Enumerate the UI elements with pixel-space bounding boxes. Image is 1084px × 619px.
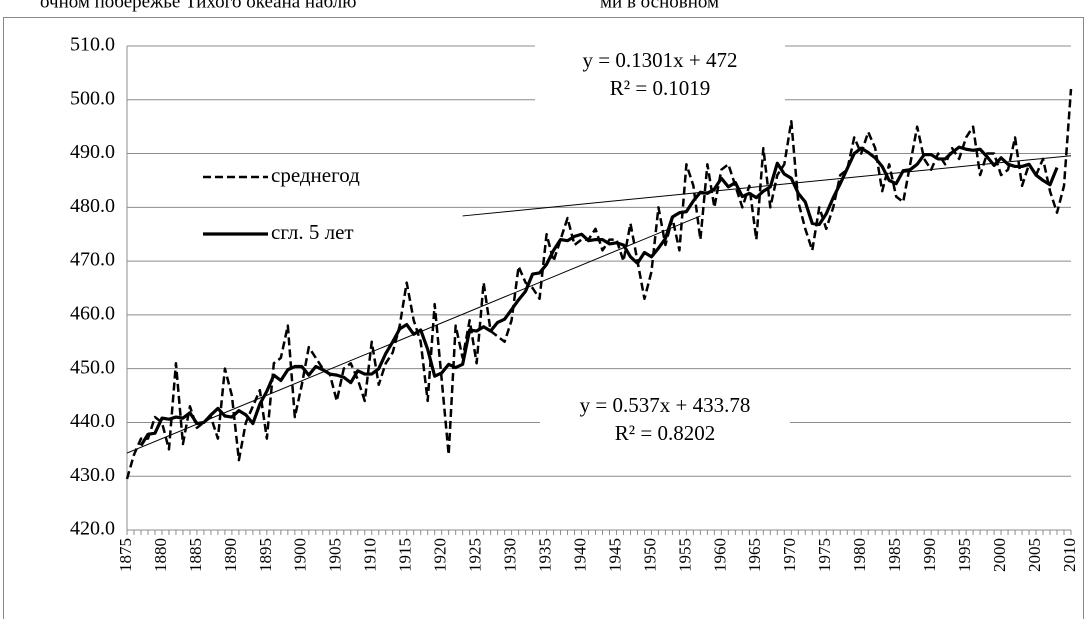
x-tick-label: 1950: [640, 538, 659, 572]
equation-box: [535, 44, 785, 106]
x-tick-label: 1875: [116, 538, 135, 572]
x-tick-label: 2005: [1025, 538, 1044, 572]
y-tick-label: 510.0: [70, 34, 115, 56]
series-line: [139, 145, 1059, 447]
x-tick-label: 1945: [605, 538, 624, 572]
x-tick-label: 1910: [361, 538, 380, 572]
y-tick-label: 470.0: [70, 249, 115, 271]
y-tick-label: 500.0: [70, 87, 115, 109]
page-fragment: ми в основном: [600, 0, 719, 12]
y-tick-label: 480.0: [70, 195, 115, 217]
page-fragment: очном побережье Тихого океана наблю: [40, 0, 356, 12]
y-tick-label: 460.0: [70, 302, 115, 324]
equation-box: [540, 389, 790, 451]
legend-label: среднегод: [271, 163, 360, 187]
x-tick-label: 1955: [675, 538, 694, 572]
x-tick-label: 1960: [710, 538, 729, 572]
trend-equation: y = 0.537x + 433.78: [580, 393, 751, 417]
x-tick-label: 1975: [815, 538, 834, 572]
x-tick-label: 1935: [535, 538, 554, 572]
legend-label: сгл. 5 лет: [271, 220, 354, 244]
trend-equation: y = 0.1301x + 472: [583, 48, 738, 72]
x-tick-label: 1940: [570, 538, 589, 572]
x-tick-label: 1965: [745, 538, 764, 572]
trendline: [462, 155, 1072, 217]
x-tick-label: 1880: [151, 538, 170, 572]
x-tick-label: 1890: [221, 538, 240, 572]
x-tick-label: 1885: [186, 538, 205, 572]
x-tick-label: 1915: [396, 538, 415, 572]
trend-r2: R² = 0.1019: [610, 76, 710, 100]
y-tick-label: 490.0: [70, 141, 115, 163]
x-tick-label: 2010: [1060, 538, 1079, 572]
x-tick-label: 1920: [431, 538, 450, 572]
x-tick-label: 1985: [885, 538, 904, 572]
x-tick-label: 1970: [780, 538, 799, 572]
x-tick-label: 1930: [500, 538, 519, 572]
y-tick-label: 430.0: [70, 464, 115, 486]
x-tick-label: 1895: [256, 538, 275, 572]
x-tick-label: 1900: [291, 538, 310, 572]
trend-r2: R² = 0.8202: [615, 421, 715, 445]
x-tick-label: 1995: [955, 538, 974, 572]
x-tick-label: 1990: [920, 538, 939, 572]
x-tick-label: 1905: [326, 538, 345, 572]
y-tick-label: 420.0: [70, 518, 115, 540]
x-tick-label: 1925: [466, 538, 485, 572]
x-tick-label: 2000: [990, 538, 1009, 572]
y-tick-label: 450.0: [70, 356, 115, 378]
x-tick-label: 1980: [850, 538, 869, 572]
y-tick-label: 440.0: [70, 410, 115, 432]
